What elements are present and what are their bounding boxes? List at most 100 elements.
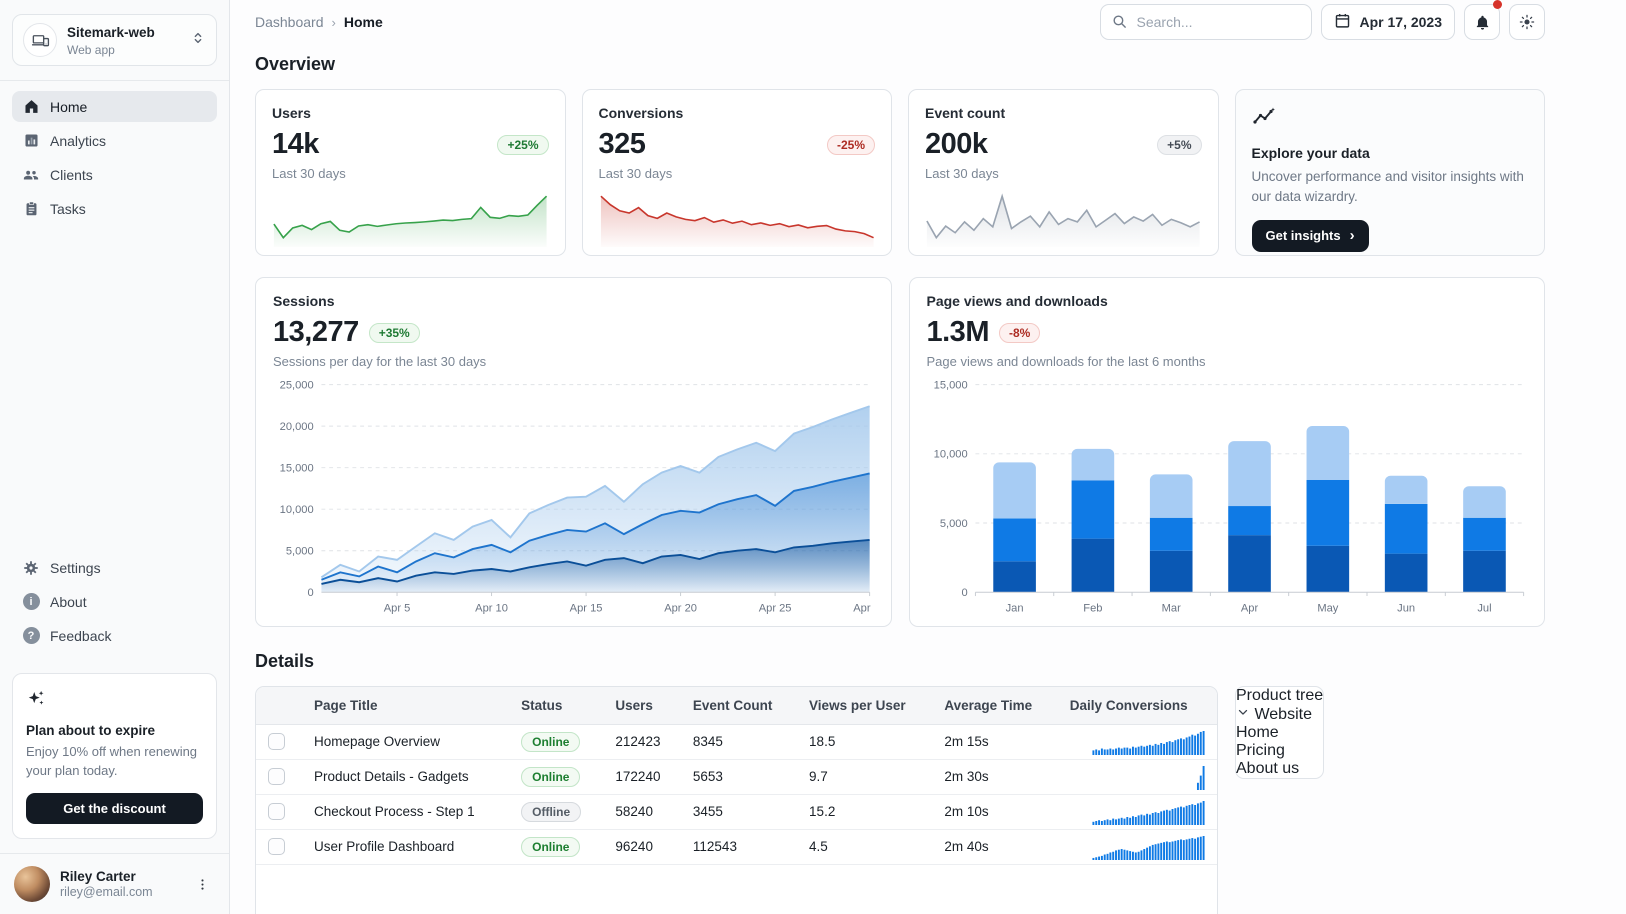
user-menu-button[interactable] xyxy=(189,871,215,897)
details-table-body: Homepage Overview Online 212423 8345 18.5 2m … xyxy=(256,724,1217,865)
breadcrumb-dashboard[interactable]: Dashboard xyxy=(255,14,324,30)
tree-label: Pricing xyxy=(1236,742,1285,759)
stat-title: Users xyxy=(272,105,311,121)
cell-event-count: 8345 xyxy=(680,724,798,760)
stat-value: 14k xyxy=(272,128,319,160)
row-checkbox[interactable] xyxy=(268,803,285,820)
get-insights-button[interactable]: Get insights › xyxy=(1251,219,1369,252)
cell-users: 96240 xyxy=(603,829,681,865)
cell-views-per-user: 4.5 xyxy=(797,829,933,865)
svg-text:Apr: Apr xyxy=(1240,602,1258,614)
sparkle-icon xyxy=(26,691,48,713)
col-event-count: Event Count xyxy=(680,687,798,725)
svg-text:5,000: 5,000 xyxy=(939,518,967,530)
stat-title: Conversions xyxy=(598,105,684,121)
tree-item-website[interactable]: Website xyxy=(1236,705,1323,724)
status-badge: Offline xyxy=(521,802,582,822)
row-checkbox[interactable] xyxy=(268,733,285,750)
col-page-title: Page Title xyxy=(302,687,510,725)
chevron-right-icon: › xyxy=(1349,227,1355,244)
devices-icon xyxy=(23,23,57,57)
event-count-sparkline-chart xyxy=(926,193,1200,247)
svg-text:15,000: 15,000 xyxy=(280,463,314,475)
user-name: Riley Carter xyxy=(60,869,136,884)
avatar xyxy=(14,866,50,902)
notifications-button[interactable] xyxy=(1464,4,1500,40)
conversions-sparkline-chart xyxy=(599,195,874,247)
svg-text:10,000: 10,000 xyxy=(933,449,967,461)
status-badge: Online xyxy=(521,837,581,857)
svg-text:Apr 25: Apr 25 xyxy=(759,602,792,614)
svg-text:Apr 10: Apr 10 xyxy=(475,602,508,614)
workspace-selector[interactable]: Sitemark-web Web app xyxy=(12,14,217,66)
cell-event-count: 5653 xyxy=(680,759,798,795)
table-row[interactable]: Checkout Process - Step 1 Offline 58240 345… xyxy=(256,794,1217,830)
sidebar-item-clients[interactable]: Clients xyxy=(12,159,217,190)
explore-body: Uncover performance and visitor insights… xyxy=(1251,169,1524,205)
chart-subtitle: Sessions per day for the last 30 days xyxy=(273,354,487,369)
sidebar-divider xyxy=(0,80,229,81)
calendar-icon xyxy=(1334,12,1351,32)
gear-icon xyxy=(22,559,40,577)
stat-card-conversions: Conversions 325 -25% Last 30 days xyxy=(581,89,892,256)
table-header-row: Page Title Status Users Event Count View… xyxy=(256,687,1217,725)
svg-text:0: 0 xyxy=(961,587,967,599)
sidebar-item-label: Analytics xyxy=(50,132,107,149)
promo-body: Enjoy 10% off when renewing your plan to… xyxy=(26,744,198,779)
row-checkbox[interactable] xyxy=(268,838,285,855)
tree-item-about-us[interactable]: About us xyxy=(1236,760,1323,778)
stat-value: 200k xyxy=(925,128,988,160)
cell-average-time: 2m 15s xyxy=(932,724,1058,760)
product-tree-title: Product tree xyxy=(1236,687,1324,704)
cell-users: 58240 xyxy=(603,794,681,830)
tree-label: Website xyxy=(1254,706,1312,723)
sidebar-item-home[interactable]: Home xyxy=(12,91,217,122)
table-row[interactable]: Product Details - Gadgets Online 172240 565… xyxy=(256,759,1217,795)
pageviews-chart-card: Page views and downloads 1.3M -8% Page v… xyxy=(908,277,1545,627)
trend-badge: +5% xyxy=(1157,134,1202,155)
sidebar-item-tasks[interactable]: Tasks xyxy=(12,193,217,224)
status-badge: Online xyxy=(521,732,581,752)
sidebar-item-label: Clients xyxy=(50,166,93,183)
table-row[interactable]: User Profile Dashboard Online 96240 112543 4… xyxy=(256,829,1217,865)
trend-badge: -25% xyxy=(826,134,875,155)
status-badge: Online xyxy=(521,767,581,787)
get-discount-button[interactable]: Get the discount xyxy=(26,793,203,824)
sidebar-item-about[interactable]: i About xyxy=(12,586,217,617)
promo-title: Plan about to expire xyxy=(26,723,156,739)
tree-item-pricing[interactable]: Pricing xyxy=(1236,742,1323,760)
svg-text:25,000: 25,000 xyxy=(280,380,314,392)
workspace-name: Sitemark-web xyxy=(67,24,155,40)
col-daily-conversions: Daily Conversions xyxy=(1057,687,1217,725)
sidebar-item-feedback[interactable]: ? Feedback xyxy=(12,620,217,651)
chart-title: Sessions xyxy=(273,293,335,309)
clipboard-icon xyxy=(22,200,40,218)
stat-value: 325 xyxy=(598,128,646,160)
table-row[interactable]: Homepage Overview Online 212423 8345 18.5 2m … xyxy=(256,724,1217,760)
svg-text:Apr 30: Apr 30 xyxy=(853,602,873,614)
col-users: Users xyxy=(603,687,681,725)
sidebar-item-label: Feedback xyxy=(50,627,112,644)
user-email: riley@email.com xyxy=(60,885,153,899)
cell-page-title: Product Details - Gadgets xyxy=(302,759,510,795)
search-input[interactable] xyxy=(1099,4,1312,40)
svg-text:Jan: Jan xyxy=(1005,602,1023,614)
date-picker-button[interactable]: Apr 17, 2023 xyxy=(1320,4,1455,40)
people-icon xyxy=(22,166,40,184)
trend-badge: -8% xyxy=(998,322,1041,343)
cell-users: 212423 xyxy=(603,724,681,760)
tree-item-home[interactable]: Home xyxy=(1236,724,1323,742)
svg-text:Apr 20: Apr 20 xyxy=(664,602,697,614)
overview-cards: Users 14k +25% Last 30 days Conversions … xyxy=(255,89,1545,256)
overview-title: Overview xyxy=(255,54,336,74)
stat-card-event-count: Event count 200k +5% Last 30 days xyxy=(908,89,1219,256)
sidebar-item-analytics[interactable]: Analytics xyxy=(12,125,217,156)
svg-text:20,000: 20,000 xyxy=(280,421,314,433)
sidebar-item-settings[interactable]: Settings xyxy=(12,552,217,583)
get-insights-label: Get insights xyxy=(1265,228,1341,243)
workspace-type: Web app xyxy=(67,42,115,57)
explore-title: Explore your data xyxy=(1251,145,1370,161)
svg-text:Jul: Jul xyxy=(1477,602,1491,614)
row-checkbox[interactable] xyxy=(268,768,285,785)
theme-toggle-button[interactable] xyxy=(1509,4,1545,40)
